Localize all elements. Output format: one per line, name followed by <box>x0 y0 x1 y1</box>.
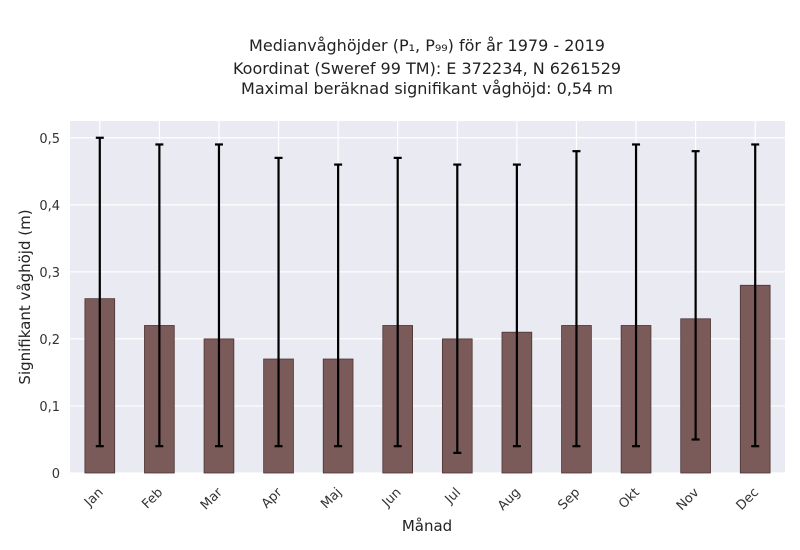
error-bar-sep <box>572 150 581 448</box>
error-bar-mar <box>214 143 223 448</box>
x-tick-label-nov: Nov <box>674 485 703 514</box>
x-axis-label: Månad <box>402 517 452 535</box>
plot-area <box>70 121 785 473</box>
x-tick-label-feb: Feb <box>139 485 166 512</box>
x-tick-label-okt: Okt <box>616 485 643 512</box>
error-bar-maj <box>334 163 343 448</box>
x-tick-label-mar: Mar <box>198 485 226 513</box>
error-bar-okt <box>632 143 641 448</box>
chart-title-line-3: Maximal beräknad signifikant våghöjd: 0,… <box>241 79 613 98</box>
error-bar-jun <box>393 156 402 448</box>
chart-title-line-1: Medianvåghöjder (P₁, P₉₉) för år 1979 - … <box>249 36 605 55</box>
error-bar-aug <box>512 163 521 448</box>
error-bar-dec <box>751 143 760 448</box>
x-tick-label-aug: Aug <box>495 485 524 514</box>
x-tick-label-dec: Dec <box>734 485 762 513</box>
x-tick-label-jul: Jul <box>442 485 464 507</box>
error-bar-jan <box>95 136 104 448</box>
y-tick-label: 0,5 <box>39 132 60 147</box>
chart-title: Medianvåghöjder (P₁, P₉₉) för år 1979 - … <box>233 36 621 98</box>
error-bar-apr <box>274 156 283 448</box>
y-tick-label: 0,1 <box>39 400 60 415</box>
y-tick-label: 0,4 <box>39 199 60 214</box>
x-tick-label-maj: Maj <box>318 485 345 512</box>
chart-title-line-2: Koordinat (Sweref 99 TM): E 372234, N 62… <box>233 59 621 78</box>
error-bar-feb <box>155 143 164 448</box>
y-axis-label: Signifikant våghöjd (m) <box>16 209 34 384</box>
error-bar-jul <box>453 163 462 454</box>
y-tick-label: 0,2 <box>39 333 60 348</box>
x-tick-labels: Jan Feb Mar Apr Maj Jun Jul Aug Sep Okt Nov Dec <box>81 485 762 514</box>
error-bars <box>95 136 760 454</box>
error-bar-nov <box>691 150 700 441</box>
x-tick-label-jun: Jun <box>379 485 405 511</box>
y-tick-label: 0,3 <box>39 266 60 281</box>
y-tick-label: 0 <box>52 467 60 482</box>
x-tick-label-jan: Jan <box>81 485 106 510</box>
y-tick-labels: 0 0,1 0,2 0,3 0,4 0,5 <box>39 132 60 482</box>
x-tick-label-apr: Apr <box>259 485 286 512</box>
x-tick-label-sep: Sep <box>555 485 583 513</box>
